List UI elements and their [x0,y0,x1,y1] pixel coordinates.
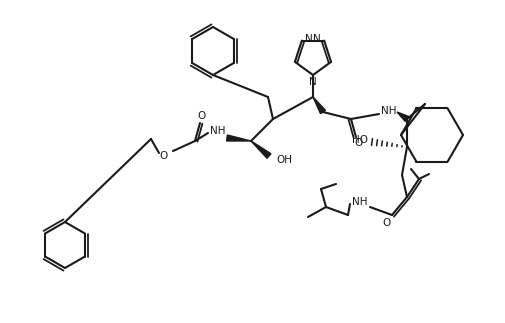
Text: O: O [354,138,363,148]
Polygon shape [396,112,408,121]
Polygon shape [226,135,250,141]
Text: NH: NH [210,126,225,136]
Polygon shape [313,97,325,114]
Polygon shape [250,141,270,158]
Text: O: O [382,218,390,228]
Text: N: N [309,77,316,87]
Text: NH: NH [380,106,396,116]
Text: N: N [305,34,312,44]
Text: HO: HO [351,135,367,145]
Text: O: O [197,111,206,121]
Text: OH: OH [275,155,291,165]
Text: NH: NH [351,197,367,207]
Text: O: O [160,151,168,161]
Text: N: N [313,34,320,44]
